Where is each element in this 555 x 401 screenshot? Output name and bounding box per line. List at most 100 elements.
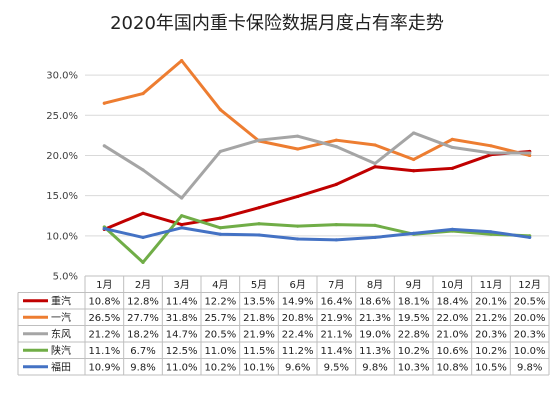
data-label: 11.2%	[282, 346, 314, 357]
data-label: 9.8%	[130, 362, 155, 373]
data-point	[180, 226, 184, 230]
data-point	[528, 151, 532, 155]
series-layer	[102, 59, 532, 264]
data-point	[334, 238, 338, 242]
data-label: 11.0%	[166, 362, 198, 373]
data-label: 20.3%	[475, 329, 507, 340]
data-label: 19.0%	[359, 329, 391, 340]
data-point	[373, 143, 377, 147]
data-label: 21.9%	[320, 313, 352, 324]
series-line	[102, 131, 532, 200]
data-label: 16.4%	[320, 296, 352, 307]
x-tick-label: 11月	[480, 279, 503, 291]
data-point	[102, 101, 106, 105]
data-label: 21.0%	[436, 329, 468, 340]
x-tick-label: 8月	[367, 279, 383, 291]
data-label: 18.6%	[359, 296, 391, 307]
data-label: 9.6%	[285, 362, 310, 373]
y-tick-label: 30.0%	[46, 71, 78, 82]
series-line	[102, 149, 532, 231]
data-point	[334, 182, 338, 186]
data-point	[373, 161, 377, 166]
data-point	[528, 235, 532, 240]
data-label: 10.2%	[398, 346, 430, 357]
data-label: 10.9%	[88, 362, 120, 373]
data-point	[102, 226, 106, 231]
x-tick-label: 4月	[212, 279, 228, 291]
data-label: 21.2%	[475, 313, 507, 324]
data-label: 10.8%	[436, 362, 468, 373]
data-label: 10.2%	[204, 362, 236, 373]
data-label: 18.1%	[398, 296, 430, 307]
data-label: 10.1%	[243, 362, 275, 373]
data-label: 9.5%	[324, 362, 349, 373]
data-label: 11.4%	[166, 296, 198, 307]
data-label: 13.5%	[243, 296, 275, 307]
data-point	[257, 138, 261, 142]
data-point	[296, 194, 300, 199]
data-point	[373, 223, 377, 227]
data-label: 9.8%	[362, 362, 387, 373]
data-label: 12.8%	[127, 296, 159, 307]
data-point	[296, 224, 300, 228]
data-label: 14.9%	[282, 296, 314, 307]
x-tick-label: 2月	[135, 279, 151, 291]
data-label: 10.8%	[88, 296, 120, 307]
chart-title: 2020年国内重卡保险数据月度占有率走势	[110, 13, 444, 34]
data-label: 21.3%	[359, 313, 391, 324]
data-label: 20.3%	[514, 329, 546, 340]
data-label: 22.0%	[436, 313, 468, 324]
data-label: 18.2%	[127, 329, 159, 340]
legend-label: 陕汽	[51, 344, 71, 357]
y-tick-label: 15.0%	[46, 191, 78, 202]
legend-label: 重汽	[51, 294, 71, 307]
data-label: 20.0%	[514, 313, 546, 324]
x-tick-label: 12月	[518, 279, 541, 291]
data-point	[102, 144, 106, 148]
data-point	[528, 153, 532, 158]
data-point	[334, 222, 338, 227]
data-point	[296, 147, 300, 151]
data-label: 12.2%	[204, 296, 236, 307]
data-point	[334, 145, 338, 149]
data-label: 25.7%	[204, 313, 236, 324]
data-point	[296, 134, 300, 138]
data-label: 20.8%	[282, 313, 314, 324]
x-tick-label: 6月	[289, 279, 305, 291]
data-label: 20.5%	[204, 329, 236, 340]
data-point	[296, 237, 300, 241]
data-point	[218, 216, 222, 220]
data-label: 14.7%	[166, 329, 198, 340]
data-label: 22.4%	[282, 329, 314, 340]
legend-label: 福田	[51, 360, 71, 373]
data-label: 10.6%	[436, 346, 468, 357]
grid-layer	[85, 74, 549, 277]
data-point	[257, 222, 261, 226]
data-label: 21.9%	[243, 329, 275, 340]
data-label: 10.3%	[398, 362, 430, 373]
data-point	[218, 149, 222, 154]
x-tick-label: 9月	[405, 279, 421, 291]
x-tick-label: 10月	[441, 279, 464, 291]
data-label: 19.5%	[398, 313, 430, 324]
data-point	[180, 222, 184, 227]
data-label: 21.1%	[320, 329, 352, 340]
data-label: 22.8%	[398, 329, 430, 340]
data-point	[373, 165, 377, 169]
data-label: 21.2%	[88, 329, 120, 340]
series-line	[102, 59, 532, 161]
data-point	[257, 233, 261, 237]
data-point	[180, 59, 184, 63]
data-label: 31.8%	[166, 313, 198, 324]
data-point	[489, 230, 493, 234]
data-label: 9.8%	[517, 362, 542, 373]
data-point	[450, 145, 454, 150]
data-label: 26.5%	[88, 313, 120, 324]
x-tick-label: 7月	[328, 279, 344, 291]
data-point	[489, 151, 493, 155]
legend-label: 东风	[51, 327, 71, 340]
data-label: 10.2%	[475, 346, 507, 357]
data-point	[218, 232, 222, 236]
